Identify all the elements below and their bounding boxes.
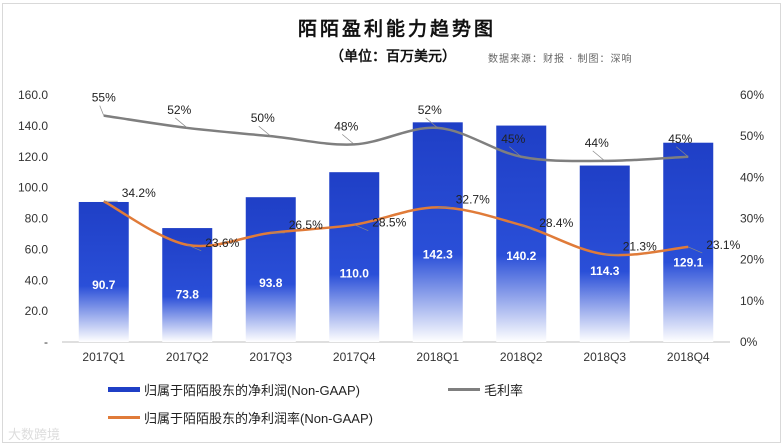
data-label-leader <box>175 117 188 129</box>
bar <box>245 197 296 342</box>
data-label-leader <box>354 224 369 231</box>
data-label-leader <box>676 146 689 158</box>
legend-item-net-profit: 归属于陌陌股东的净利润(Non-GAAP) <box>108 380 360 399</box>
legend-label: 毛利率 <box>484 383 524 398</box>
x-tick-label: 2017Q4 <box>333 350 376 364</box>
data-label-leader <box>425 117 438 129</box>
right-tick-label: 20% <box>740 253 764 267</box>
right-tick-label: 30% <box>740 212 764 226</box>
right-tick-label: 0% <box>740 335 758 349</box>
left-tick-label: 80.0 <box>25 212 49 226</box>
legend-swatch <box>448 388 480 391</box>
chart-frame <box>2 3 781 443</box>
bar-data-label: 73.8 <box>176 288 200 302</box>
bar-data-label: 140.2 <box>506 249 536 263</box>
bar-data-label: 129.1 <box>673 255 703 269</box>
legend-label: 归属于陌陌股东的净利润(Non-GAAP) <box>144 383 360 398</box>
gross-margin-label: 45% <box>501 132 525 146</box>
bar-data-label: 90.7 <box>92 278 116 292</box>
chart-source: 数据来源：财报 · 制图：深响 <box>488 54 633 65</box>
left-tick-label: 120.0 <box>18 150 48 164</box>
x-tick-label: 2018Q1 <box>416 350 459 364</box>
bar-data-label: 110.0 <box>340 266 370 280</box>
net-margin-label: 32.7% <box>456 192 490 206</box>
watermark: 大数跨境 <box>8 427 61 442</box>
gross-margin-label: 44% <box>585 136 609 150</box>
legend-item-gross-margin: 毛利率 <box>448 380 523 399</box>
gross-margin-label: 48% <box>334 119 358 133</box>
gross-margin-label: 52% <box>418 103 442 117</box>
bar <box>496 125 547 342</box>
data-label-leader <box>521 224 536 232</box>
legend-item-net-margin: 归属于陌陌股东的净利润率(Non-GAAP) <box>108 408 373 427</box>
data-label-leader <box>342 134 355 145</box>
right-tick-label: 40% <box>740 170 764 184</box>
bar-data-label: 114.3 <box>590 264 620 278</box>
net-margin-label: 34.2% <box>122 186 156 200</box>
bar-data-label: 142.3 <box>423 248 453 262</box>
left-tick-label: 40.0 <box>25 273 49 287</box>
x-tick-label: 2018Q3 <box>583 350 626 364</box>
left-tick-label: - <box>44 335 48 349</box>
left-tick-label: 140.0 <box>18 119 48 133</box>
legend-swatch <box>108 416 140 419</box>
x-tick-label: 2017Q3 <box>249 350 292 364</box>
net-margin-line <box>103 200 689 257</box>
net-margin-label: 28.4% <box>539 216 573 230</box>
legend-swatch <box>108 387 140 392</box>
left-tick-label: 100.0 <box>18 181 48 195</box>
data-label-leader <box>688 246 703 254</box>
left-tick-label: 160.0 <box>18 88 48 102</box>
bar <box>663 142 714 342</box>
left-tick-label: 20.0 <box>25 304 49 318</box>
bar <box>329 172 380 342</box>
data-label-leader <box>258 125 271 137</box>
gross-margin-label: 55% <box>92 91 116 105</box>
right-tick-label: 60% <box>740 88 764 102</box>
gross-margin-label: 52% <box>167 103 191 117</box>
bar-data-label: 93.8 <box>259 276 283 290</box>
data-label-leader <box>99 105 105 116</box>
net-margin-label: 21.3% <box>623 239 657 253</box>
net-margin-label: 23.6% <box>205 236 239 250</box>
right-tick-label: 50% <box>740 129 764 143</box>
net-margin-label: 23.1% <box>706 238 740 252</box>
x-tick-label: 2018Q4 <box>667 350 710 364</box>
x-tick-label: 2018Q2 <box>500 350 543 364</box>
net-margin-label: 26.5% <box>289 218 323 232</box>
x-tick-label: 2017Q1 <box>82 350 125 364</box>
legend-label: 归属于陌陌股东的净利润率(Non-GAAP) <box>144 411 373 426</box>
data-label-leader <box>187 244 202 252</box>
bar <box>412 122 463 342</box>
data-label-leader <box>509 146 522 158</box>
bar <box>78 201 129 342</box>
right-tick-label: 10% <box>740 294 764 308</box>
gross-margin-line <box>103 114 689 163</box>
left-tick-label: 60.0 <box>25 242 49 256</box>
chart-title: 陌陌盈利能力趋势图 <box>298 18 497 40</box>
net-margin-label: 28.5% <box>372 216 406 230</box>
chart-unit: （单位：百万美元） <box>330 49 456 65</box>
x-tick-label: 2017Q2 <box>166 350 209 364</box>
gross-margin-label: 45% <box>668 132 692 146</box>
data-label-leader <box>592 150 605 162</box>
gross-margin-label: 50% <box>251 111 275 125</box>
